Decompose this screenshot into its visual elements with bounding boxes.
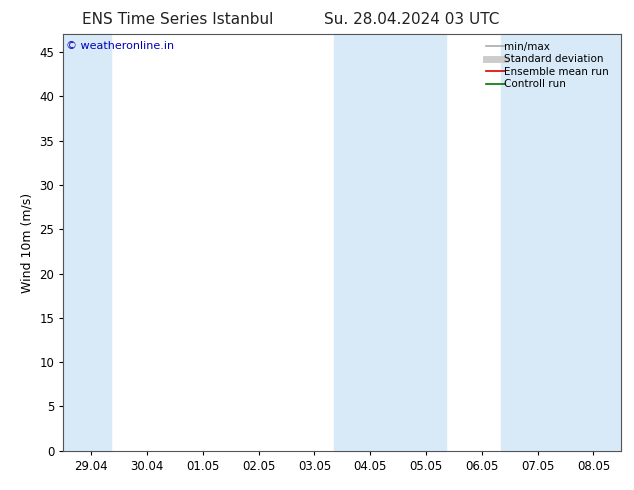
Bar [501,34,621,451]
Bar [63,34,111,451]
Text: Su. 28.04.2024 03 UTC: Su. 28.04.2024 03 UTC [325,12,500,27]
Legend: min/max, Standard deviation, Ensemble mean run, Controll run: min/max, Standard deviation, Ensemble me… [484,40,616,92]
Text: © weatheronline.in: © weatheronline.in [66,41,174,50]
Bar [334,34,446,451]
Text: ENS Time Series Istanbul: ENS Time Series Istanbul [82,12,273,27]
Y-axis label: Wind 10m (m/s): Wind 10m (m/s) [21,193,34,293]
